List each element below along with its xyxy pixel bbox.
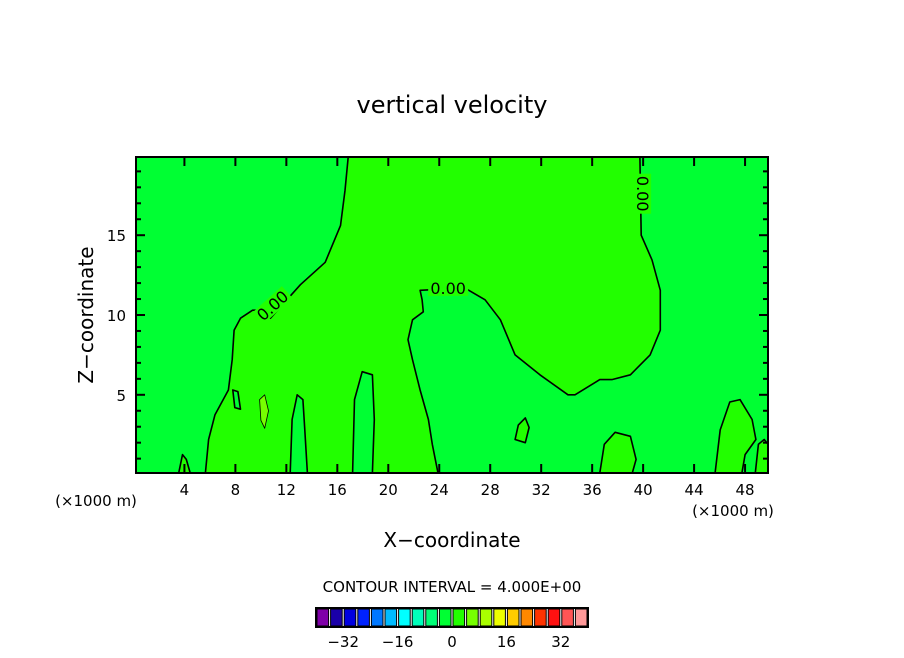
contour-label-bg — [252, 286, 293, 325]
y-tick-label: 5 — [116, 387, 126, 405]
colorbar-cell — [425, 608, 438, 627]
contour-region-9 — [177, 453, 191, 473]
colorbar-cell — [357, 608, 370, 627]
colorbar-cell — [574, 608, 588, 627]
y-tick-label: 10 — [107, 307, 126, 325]
chart-title: vertical velocity — [357, 91, 548, 119]
x-tick-label: 12 — [277, 481, 296, 499]
colorbar-cell — [316, 608, 330, 627]
x-tick-label: 16 — [328, 481, 347, 499]
colorbar-tick-label: 16 — [497, 633, 516, 651]
contour-region-3 — [232, 389, 242, 411]
contour-label-bg — [635, 173, 652, 214]
colorbar-cell — [506, 608, 520, 627]
contour-label: 0.00 — [430, 279, 466, 298]
colorbar-cell — [466, 608, 479, 627]
contour-fills: 0.00 0.000.00 — [136, 157, 768, 473]
x-tick-label: 28 — [481, 481, 500, 499]
x-tick-label: 4 — [180, 481, 190, 499]
x-unit-label-right: (×1000 m) — [692, 502, 774, 520]
colorbar-tick-label: 0 — [447, 633, 457, 651]
x-tick-label: 8 — [231, 481, 241, 499]
x-unit-label-left: (×1000 m) — [55, 492, 137, 510]
y-tick-label: 15 — [107, 227, 126, 245]
x-tick-label: 36 — [583, 481, 602, 499]
colorbar-frame — [315, 607, 589, 628]
colorbar-cell — [479, 608, 493, 627]
colorbar-cell — [452, 608, 466, 627]
contour-region-6 — [598, 431, 637, 473]
colorbar-cell — [493, 608, 506, 627]
colorbar-tick-label: −32 — [327, 633, 359, 651]
y-axis-label: Z−coordinate — [74, 246, 98, 383]
x-tick-label: 48 — [736, 481, 755, 499]
colorbar-cell — [398, 608, 411, 627]
colorbar-cell — [561, 608, 574, 627]
contour-interval-text: CONTOUR INTERVAL = 4.000E+00 — [323, 578, 582, 596]
colorbar-cell — [411, 608, 425, 627]
x-tick-label: 32 — [532, 481, 551, 499]
contour-region-0 — [204, 157, 662, 473]
x-tick-label: 24 — [430, 481, 449, 499]
colorbar: −32 −16 0 16 32 — [315, 607, 589, 651]
colorbar-cell — [330, 608, 343, 627]
x-tick-label: 40 — [634, 481, 653, 499]
colorbar-cell — [343, 608, 357, 627]
colorbar-cell — [384, 608, 398, 627]
colorbar-cell — [438, 608, 452, 627]
x-tick-label: 20 — [379, 481, 398, 499]
colorbar-tick-label: −16 — [382, 633, 414, 651]
colorbar-cell — [520, 608, 534, 627]
plot-area: 0.00 0.000.00 — [136, 157, 768, 473]
contour-region-5 — [714, 398, 757, 473]
x-tick-label: 44 — [685, 481, 704, 499]
contour-region-4 — [259, 394, 269, 429]
colorbar-cell — [370, 608, 384, 627]
contour-region-2 — [351, 370, 376, 473]
colorbar-cell — [547, 608, 561, 627]
x-axis-label: X−coordinate — [383, 528, 520, 552]
contour-region-7 — [514, 417, 530, 444]
colorbar-cell — [534, 608, 547, 627]
contour-label: 0.00 — [633, 176, 652, 212]
contour-region-1 — [289, 393, 309, 473]
colorbar-tick-label: 32 — [551, 633, 570, 651]
contour-label-bg — [428, 279, 469, 296]
